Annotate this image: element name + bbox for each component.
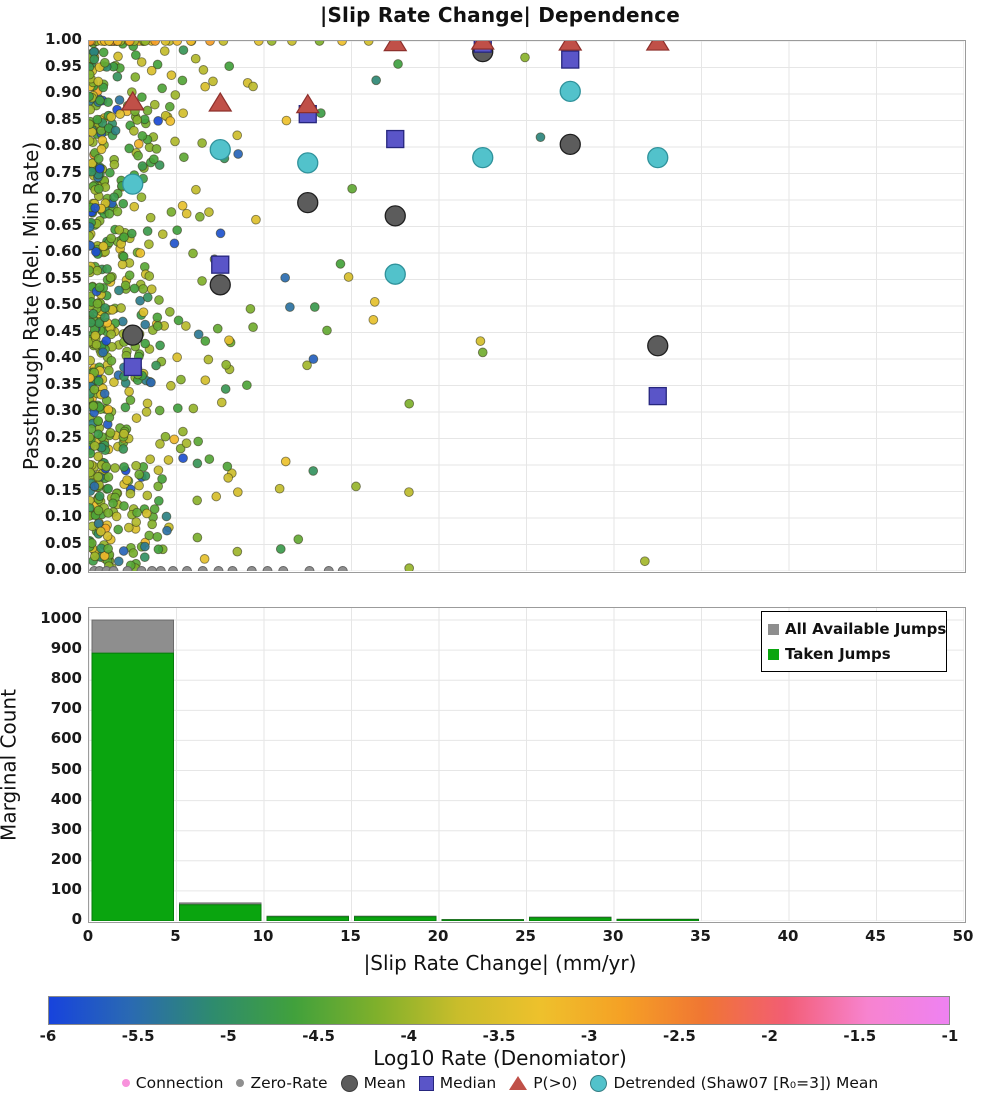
marker-legend-item: P(>0) — [509, 1074, 577, 1092]
marker-legend-label: Zero-Rate — [250, 1074, 328, 1092]
mean-marker-icon — [340, 1074, 358, 1092]
legend-item-all-available: All Available Jumps — [768, 617, 946, 642]
green-swatch-icon — [768, 648, 779, 660]
marker-legend-label: Connection — [135, 1074, 224, 1092]
marker-legend-label: P(>0) — [533, 1074, 578, 1092]
marker-legend-item: Mean — [340, 1074, 406, 1092]
gray-swatch-icon — [768, 623, 779, 635]
detrended-shaw07-r-3-mean-marker-icon — [590, 1074, 608, 1092]
histogram-legend: All Available Jumps Taken Jumps — [761, 611, 947, 672]
marker-legend-label: Median — [439, 1074, 497, 1092]
marker-legend: Connection Zero-Rate Mean Median P(>0) Detren… — [0, 1074, 1000, 1092]
legend-item-taken: Taken Jumps — [768, 642, 940, 667]
marker-legend-item: Zero-Rate — [236, 1074, 328, 1092]
marker-legend-label: Mean — [363, 1074, 406, 1092]
x-axis-label: |Slip Rate Change| (mm/yr) — [363, 951, 637, 975]
colorbar — [48, 996, 950, 1025]
median-marker-icon — [418, 1075, 434, 1091]
page-title: |Slip Rate Change| Dependence — [319, 3, 681, 27]
legend-label: All Available Jumps — [785, 620, 947, 638]
connection-marker-icon — [121, 1079, 130, 1087]
zero-rate-marker-icon — [236, 1079, 245, 1087]
marker-legend-item: Median — [418, 1074, 497, 1092]
scatter-plot — [89, 41, 964, 571]
marker-legend-item: Detrended (Shaw07 [R₀=3]) Mean — [590, 1074, 878, 1092]
colorbar-label: Log10 Rate (Denomiator) — [373, 1046, 627, 1070]
scatter-plot-panel — [88, 40, 966, 573]
marker-legend-item: Connection — [121, 1074, 224, 1092]
marker-legend-label: Detrended (Shaw07 [R₀=3]) Mean — [613, 1074, 879, 1092]
legend-label: Taken Jumps — [785, 644, 891, 663]
p-0--marker-icon — [509, 1076, 528, 1090]
